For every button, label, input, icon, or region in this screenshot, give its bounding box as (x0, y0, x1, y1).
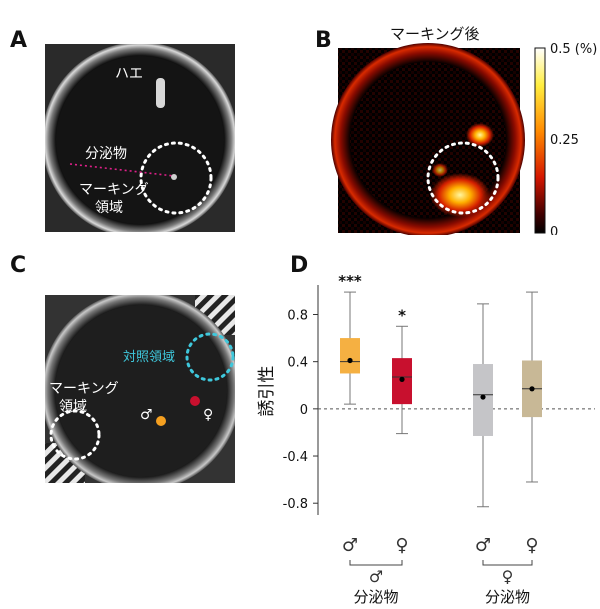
y-tick-label: -0.4 (283, 450, 308, 465)
colorbar-tick-max: 0.5 (%) (550, 42, 597, 57)
group-symbol: ♂ (369, 567, 383, 586)
marking-area-label-line1: マーキング (79, 182, 149, 198)
panel-label-b: B (315, 28, 332, 53)
significance-marker: * (398, 306, 406, 324)
significance-marker: *** (338, 272, 362, 290)
control-area-circle (185, 332, 235, 382)
secretion-spot (171, 174, 177, 180)
panel-label-d: D (290, 253, 309, 278)
marking-area-label-c-line2: 領域 (59, 398, 87, 415)
panel-c-image: 対照領域 マーキング 領域 ♂ ♀ (45, 295, 235, 483)
box-iqr (473, 364, 493, 436)
panel-a-image: ハエ 分泌物 マーキング 領域 (45, 44, 235, 232)
y-tick-label: 0.4 (287, 356, 308, 371)
box-mean-dot (347, 357, 353, 364)
secretion-label: 分泌物 (85, 146, 127, 162)
box-mean-dot (529, 386, 535, 392)
fly-blob (156, 78, 165, 108)
female-symbol-c: ♀ (203, 407, 213, 423)
group-bracket (482, 560, 533, 566)
x-category-label: ♀ (525, 535, 538, 556)
box-series: **** (338, 272, 542, 508)
box-mean-dot (480, 394, 486, 400)
y-axis-label: 誘引性 (257, 366, 277, 417)
x-axis: ♂ ♀ ♂ ♀ ♂ 分泌物 ♀ 分泌物 (342, 535, 539, 606)
group-label: 分泌物 (353, 588, 398, 606)
marking-area-label-line2: 領域 (95, 199, 123, 216)
marking-area-circle-b (426, 141, 500, 215)
panel-d-boxplot: 0.80.40-0.4-0.8 **** ♂ ♀ ♂ ♀♂分泌物♀分泌物 誘引性 (257, 272, 595, 606)
marking-area-circle (139, 141, 213, 215)
box-iqr (340, 338, 360, 374)
hotspot-main (430, 173, 490, 217)
group-symbol: ♀ (502, 567, 514, 586)
male-symbol-c: ♂ (140, 407, 153, 423)
x-category-label: ♂ (342, 535, 358, 556)
group-label: 分泌物 (485, 588, 530, 606)
colorbar-tick-mid: 0.25 (550, 133, 579, 148)
x-category-label: ♂ (475, 535, 491, 556)
panel-label-a: A (10, 28, 28, 53)
y-tick-label: -0.8 (283, 497, 308, 512)
panel-b-heatmap: マーキング後 0.5 (%) 0.25 0 (331, 25, 597, 235)
male-fly-marker (156, 416, 166, 426)
y-tick-label: 0 (300, 403, 308, 418)
colorbar-tick-min: 0 (550, 225, 558, 235)
heatmap-title: マーキング後 (390, 25, 480, 43)
box-mean-dot (399, 376, 405, 382)
marking-area-label-c-line1: マーキング (49, 381, 119, 397)
marking-area-circle-c (49, 409, 101, 461)
panel-label-c: C (10, 253, 27, 278)
female-fly-marker (190, 396, 200, 406)
x-category-label: ♀ (395, 535, 408, 556)
y-tick-label: 0.8 (287, 308, 308, 323)
control-area-label: 対照領域 (123, 349, 175, 365)
colorbar (534, 47, 546, 234)
fly-label: ハエ (115, 66, 143, 82)
y-axis: 0.8 0.4 0 -0.4 -0.8 (283, 285, 595, 515)
group-bracket (349, 560, 403, 566)
hotspot-upper (466, 123, 494, 147)
